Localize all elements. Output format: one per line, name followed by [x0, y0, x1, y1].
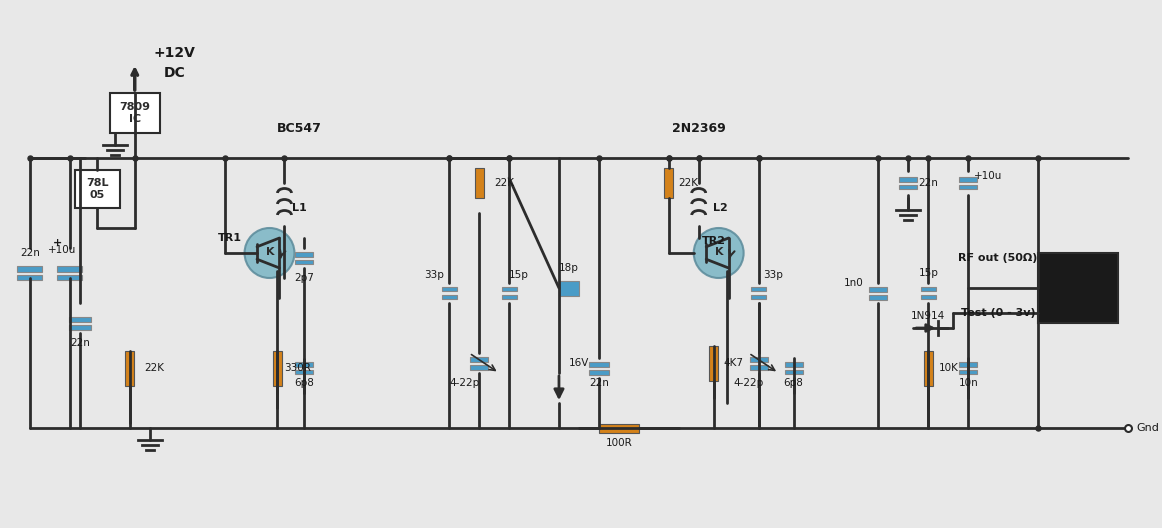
FancyBboxPatch shape: [920, 287, 935, 291]
FancyBboxPatch shape: [709, 345, 718, 381]
FancyBboxPatch shape: [869, 295, 888, 299]
FancyBboxPatch shape: [69, 325, 91, 329]
FancyBboxPatch shape: [784, 370, 803, 374]
Text: +10u: +10u: [48, 245, 76, 255]
Text: 1n0: 1n0: [844, 278, 863, 288]
FancyBboxPatch shape: [749, 356, 768, 362]
Text: 16V: 16V: [568, 358, 589, 368]
FancyBboxPatch shape: [502, 287, 517, 291]
Text: BC547: BC547: [277, 121, 322, 135]
Text: 1N914: 1N914: [911, 311, 946, 321]
FancyBboxPatch shape: [109, 93, 159, 133]
Text: Test (0 - 3v): Test (0 - 3v): [961, 308, 1035, 318]
FancyBboxPatch shape: [471, 356, 488, 362]
FancyBboxPatch shape: [960, 184, 977, 189]
Text: 10K: 10K: [938, 363, 959, 373]
FancyBboxPatch shape: [960, 362, 977, 366]
Text: 330R: 330R: [284, 363, 311, 373]
Text: 15p: 15p: [509, 270, 529, 280]
FancyBboxPatch shape: [273, 351, 282, 385]
Circle shape: [694, 228, 744, 278]
Text: DC: DC: [164, 66, 186, 80]
FancyBboxPatch shape: [869, 287, 888, 291]
FancyBboxPatch shape: [899, 184, 917, 189]
FancyBboxPatch shape: [784, 362, 803, 366]
FancyBboxPatch shape: [502, 295, 517, 299]
FancyBboxPatch shape: [920, 295, 935, 299]
Text: 22K: 22K: [679, 178, 698, 188]
Text: L1: L1: [292, 203, 307, 213]
Text: 6p8: 6p8: [294, 378, 315, 388]
FancyBboxPatch shape: [665, 168, 673, 198]
FancyBboxPatch shape: [295, 362, 314, 366]
Text: 2N2369: 2N2369: [672, 121, 725, 135]
Text: 22n: 22n: [918, 178, 938, 188]
FancyBboxPatch shape: [589, 362, 609, 366]
FancyBboxPatch shape: [57, 275, 83, 280]
Text: 22K: 22K: [145, 363, 165, 373]
FancyBboxPatch shape: [17, 266, 43, 271]
FancyBboxPatch shape: [960, 177, 977, 182]
FancyBboxPatch shape: [751, 287, 766, 291]
Text: 33p: 33p: [763, 270, 783, 280]
FancyBboxPatch shape: [295, 252, 314, 257]
Text: 22K: 22K: [494, 178, 514, 188]
FancyBboxPatch shape: [899, 177, 917, 182]
FancyBboxPatch shape: [751, 295, 766, 299]
FancyBboxPatch shape: [442, 295, 457, 299]
Text: 18p: 18p: [559, 263, 579, 273]
FancyBboxPatch shape: [442, 287, 457, 291]
FancyBboxPatch shape: [295, 259, 314, 264]
FancyBboxPatch shape: [57, 266, 83, 271]
Text: 6p8: 6p8: [783, 378, 803, 388]
FancyBboxPatch shape: [74, 170, 120, 208]
Text: 78L
05: 78L 05: [86, 178, 108, 200]
Text: 4-22p: 4-22p: [733, 378, 763, 388]
FancyBboxPatch shape: [125, 351, 135, 385]
Text: TR1: TR1: [217, 233, 242, 243]
Text: TR2: TR2: [702, 236, 726, 246]
Text: 4K7: 4K7: [724, 358, 744, 368]
Text: 33p: 33p: [424, 270, 444, 280]
Text: 2p7: 2p7: [294, 273, 315, 283]
Text: 22n: 22n: [20, 248, 40, 258]
FancyBboxPatch shape: [295, 370, 314, 374]
FancyBboxPatch shape: [17, 275, 43, 280]
Text: 10n: 10n: [959, 378, 978, 388]
Text: 4-22p: 4-22p: [449, 378, 479, 388]
Text: +12V: +12V: [153, 46, 195, 60]
FancyBboxPatch shape: [474, 168, 483, 198]
Text: 15p: 15p: [918, 268, 938, 278]
Text: RF out (50Ω): RF out (50Ω): [959, 253, 1038, 263]
Text: Gnd: Gnd: [1136, 423, 1160, 433]
Text: 22n: 22n: [589, 378, 609, 388]
Circle shape: [244, 228, 294, 278]
Text: +: +: [53, 238, 63, 248]
Text: K: K: [716, 247, 724, 257]
Text: K: K: [266, 247, 274, 257]
FancyBboxPatch shape: [559, 280, 579, 296]
FancyBboxPatch shape: [749, 364, 768, 370]
FancyBboxPatch shape: [589, 370, 609, 374]
FancyBboxPatch shape: [960, 370, 977, 374]
FancyBboxPatch shape: [471, 364, 488, 370]
Text: 7809
IC: 7809 IC: [120, 102, 150, 124]
FancyBboxPatch shape: [69, 316, 91, 322]
FancyBboxPatch shape: [598, 423, 639, 432]
Text: L2: L2: [713, 203, 729, 213]
Text: +10u: +10u: [974, 171, 1003, 181]
FancyBboxPatch shape: [1038, 253, 1118, 323]
Text: 100R: 100R: [605, 438, 632, 448]
FancyBboxPatch shape: [924, 351, 933, 385]
Text: 22n: 22n: [70, 338, 89, 348]
